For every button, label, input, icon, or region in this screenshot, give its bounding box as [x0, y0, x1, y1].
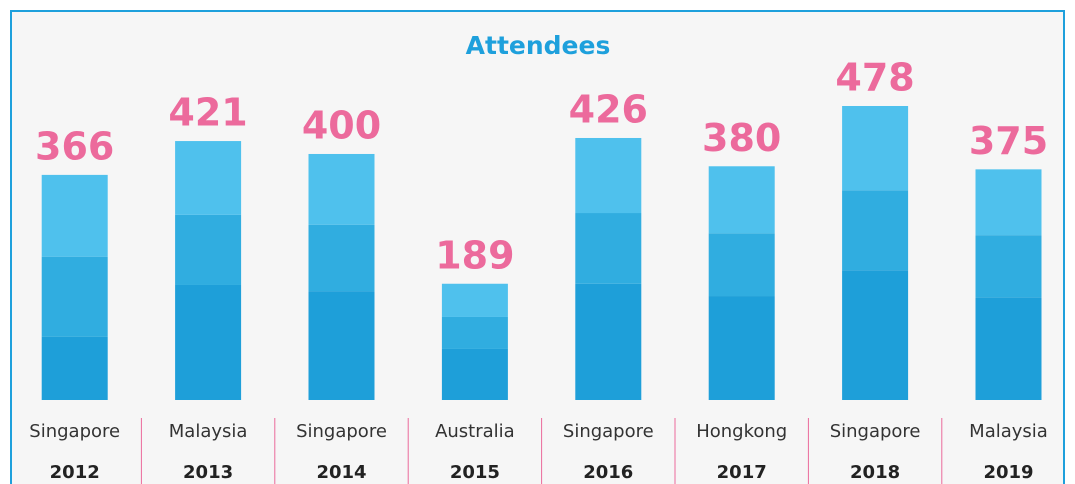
bar-segment	[441, 283, 508, 317]
year-label: 2016	[583, 462, 633, 483]
bar-segment	[575, 137, 642, 214]
chart-title: Attendees	[466, 31, 611, 60]
location-label: Australia	[435, 421, 515, 442]
location-label: Singapore	[29, 421, 120, 442]
bar-segment	[308, 291, 375, 400]
location-label: Malaysia	[169, 421, 248, 442]
year-label: 2018	[850, 462, 900, 483]
bar-segment	[975, 297, 1042, 400]
total-label: 400	[302, 103, 381, 147]
bar-segment	[308, 153, 375, 225]
year-label: 2019	[983, 462, 1033, 483]
location-label: Singapore	[296, 421, 387, 442]
location-label: Singapore	[563, 421, 654, 442]
bar-segment	[41, 256, 108, 337]
year-label: 2014	[316, 462, 366, 483]
bar-segment	[175, 284, 242, 400]
bar-segment	[41, 336, 108, 400]
total-label: 478	[835, 56, 914, 100]
bar-segment	[842, 190, 909, 271]
bar-segment	[441, 348, 508, 400]
total-label: 380	[702, 116, 781, 160]
bar-segment	[575, 283, 642, 400]
total-label: 189	[435, 233, 514, 277]
bar-segment	[308, 224, 375, 292]
bar-segment	[842, 106, 909, 191]
bar-segment	[842, 270, 909, 400]
bar-segment	[41, 174, 108, 257]
bar-segment	[175, 214, 242, 285]
bar-segment	[975, 235, 1042, 298]
year-label: 2013	[183, 462, 233, 483]
bar-segment	[575, 213, 642, 284]
total-label: 421	[168, 91, 247, 135]
bar-segment	[708, 166, 775, 234]
year-label: 2012	[50, 462, 100, 483]
location-label: Singapore	[830, 421, 921, 442]
bar-segment	[175, 141, 242, 215]
total-label: 375	[969, 119, 1048, 163]
location-label: Hongkong	[696, 421, 787, 442]
year-label: 2017	[717, 462, 767, 483]
bar-segment	[708, 296, 775, 400]
bar-segment	[708, 233, 775, 297]
year-label: 2015	[450, 462, 500, 483]
location-label: Malaysia	[969, 421, 1048, 442]
bar-segment	[975, 169, 1042, 236]
total-label: 426	[569, 87, 648, 131]
total-label: 366	[35, 124, 114, 168]
bar-segment	[441, 316, 508, 349]
